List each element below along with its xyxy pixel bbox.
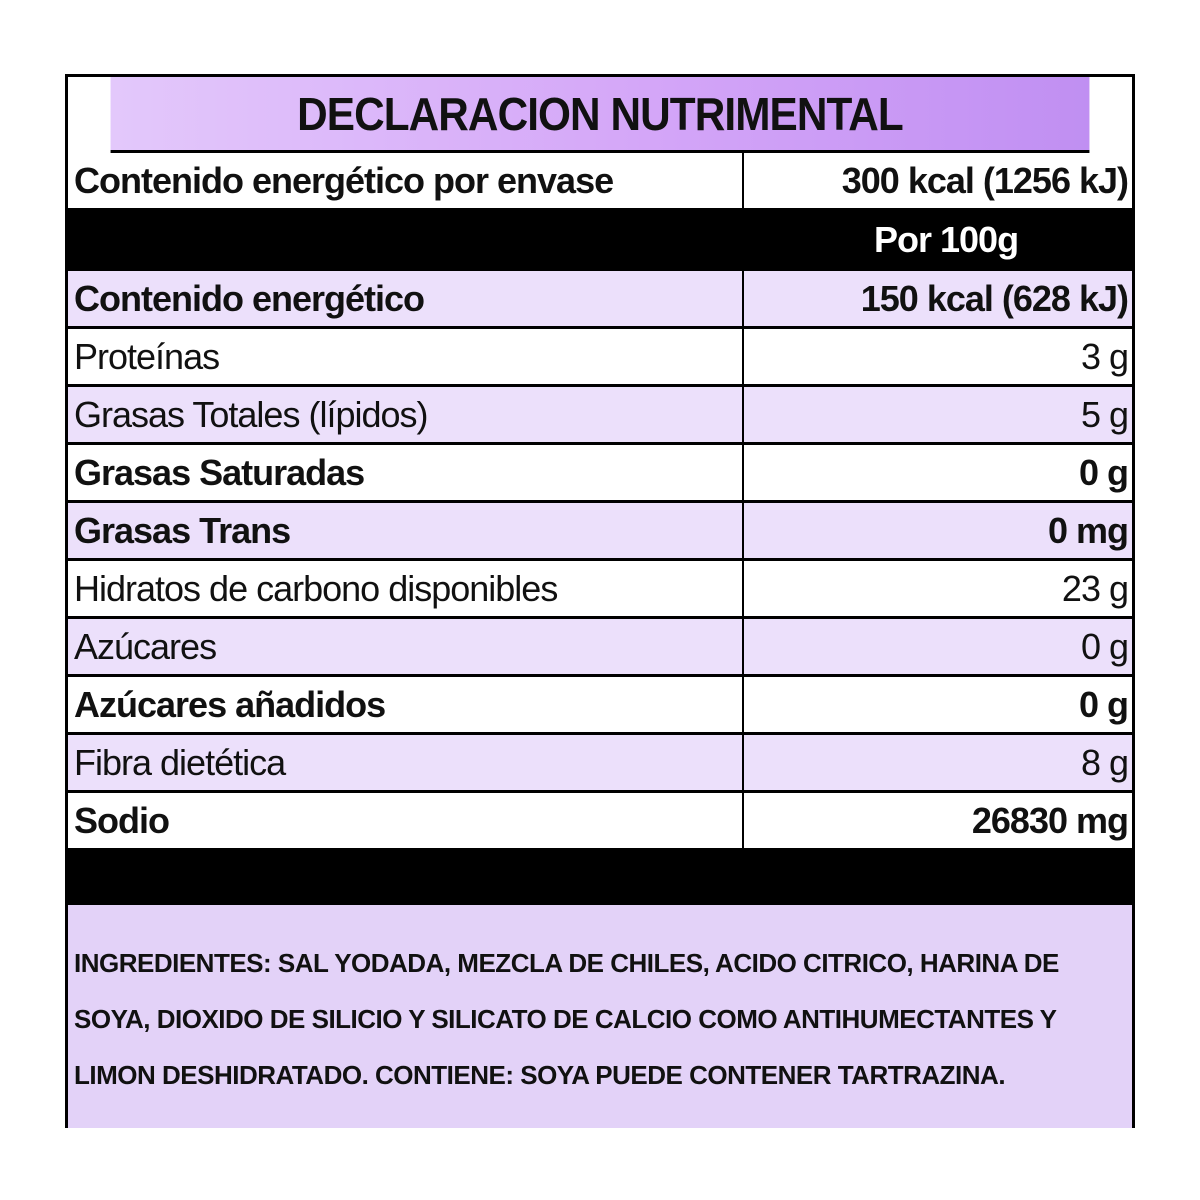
header-spacer <box>68 211 744 268</box>
nutrient-label: Sodio <box>68 793 744 848</box>
label-title: DECLARACION NUTRIMENTAL <box>110 77 1090 153</box>
nutrient-value: 23 g <box>1061 567 1129 609</box>
nutrition-facts-label: DECLARACION NUTRIMENTAL Contenido energé… <box>65 74 1135 1128</box>
nutrient-row-energy: Contenido energético 150 kcal (628 kJ) <box>68 271 1132 329</box>
nutrient-label: Fibra dietética <box>68 735 744 790</box>
per-100g-header: Por 100g <box>68 211 1132 271</box>
nutrient-label: Azúcares <box>68 619 744 674</box>
nutrient-row-sodium: Sodio 26830 mg <box>68 793 1132 848</box>
nutrient-label: Proteínas <box>68 329 744 384</box>
nutrient-value: 5 g <box>1080 393 1129 435</box>
nutrient-label: Grasas Saturadas <box>68 445 744 500</box>
nutrient-label: Grasas Totales (lípidos) <box>68 387 744 442</box>
row-label: Contenido energético por envase <box>68 153 744 208</box>
nutrient-value: 3 g <box>1080 335 1129 377</box>
nutrient-value: 0 g <box>1078 451 1129 493</box>
row-value: 300 kcal (1256 kJ) <box>841 159 1129 201</box>
nutrient-label: Hidratos de carbono disponibles <box>68 561 744 616</box>
energy-per-package-row: Contenido energético por envase 300 kcal… <box>68 153 1132 211</box>
nutrient-value: 0 mg <box>1047 509 1129 551</box>
nutrient-row-saturated-fat: Grasas Saturadas 0 g <box>68 445 1132 503</box>
nutrient-label: Grasas Trans <box>68 503 744 558</box>
ingredients-text: INGREDIENTES: SAL YODADA, MEZCLA DE CHIL… <box>68 905 1132 1128</box>
nutrient-row-trans-fat: Grasas Trans 0 mg <box>68 503 1132 561</box>
nutrient-row-fiber: Fibra dietética 8 g <box>68 735 1132 793</box>
nutrient-value: 8 g <box>1080 741 1129 783</box>
nutrient-value: 26830 mg <box>971 799 1129 841</box>
black-divider-bar <box>68 848 1132 905</box>
nutrient-row-total-fat: Grasas Totales (lípidos) 5 g <box>68 387 1132 445</box>
nutrient-row-sugars: Azúcares 0 g <box>68 619 1132 677</box>
nutrient-label: Azúcares añadidos <box>68 677 744 732</box>
nutrient-row-protein: Proteínas 3 g <box>68 329 1132 387</box>
nutrient-label: Contenido energético <box>68 271 744 326</box>
nutrient-value: 0 g <box>1080 625 1129 667</box>
nutrient-row-added-sugars: Azúcares añadidos 0 g <box>68 677 1132 735</box>
per-100g-label: Por 100g <box>874 218 1019 260</box>
nutrient-value: 150 kcal (628 kJ) <box>860 277 1129 319</box>
nutrient-row-carbohydrates: Hidratos de carbono disponibles 23 g <box>68 561 1132 619</box>
nutrient-value: 0 g <box>1078 683 1129 725</box>
